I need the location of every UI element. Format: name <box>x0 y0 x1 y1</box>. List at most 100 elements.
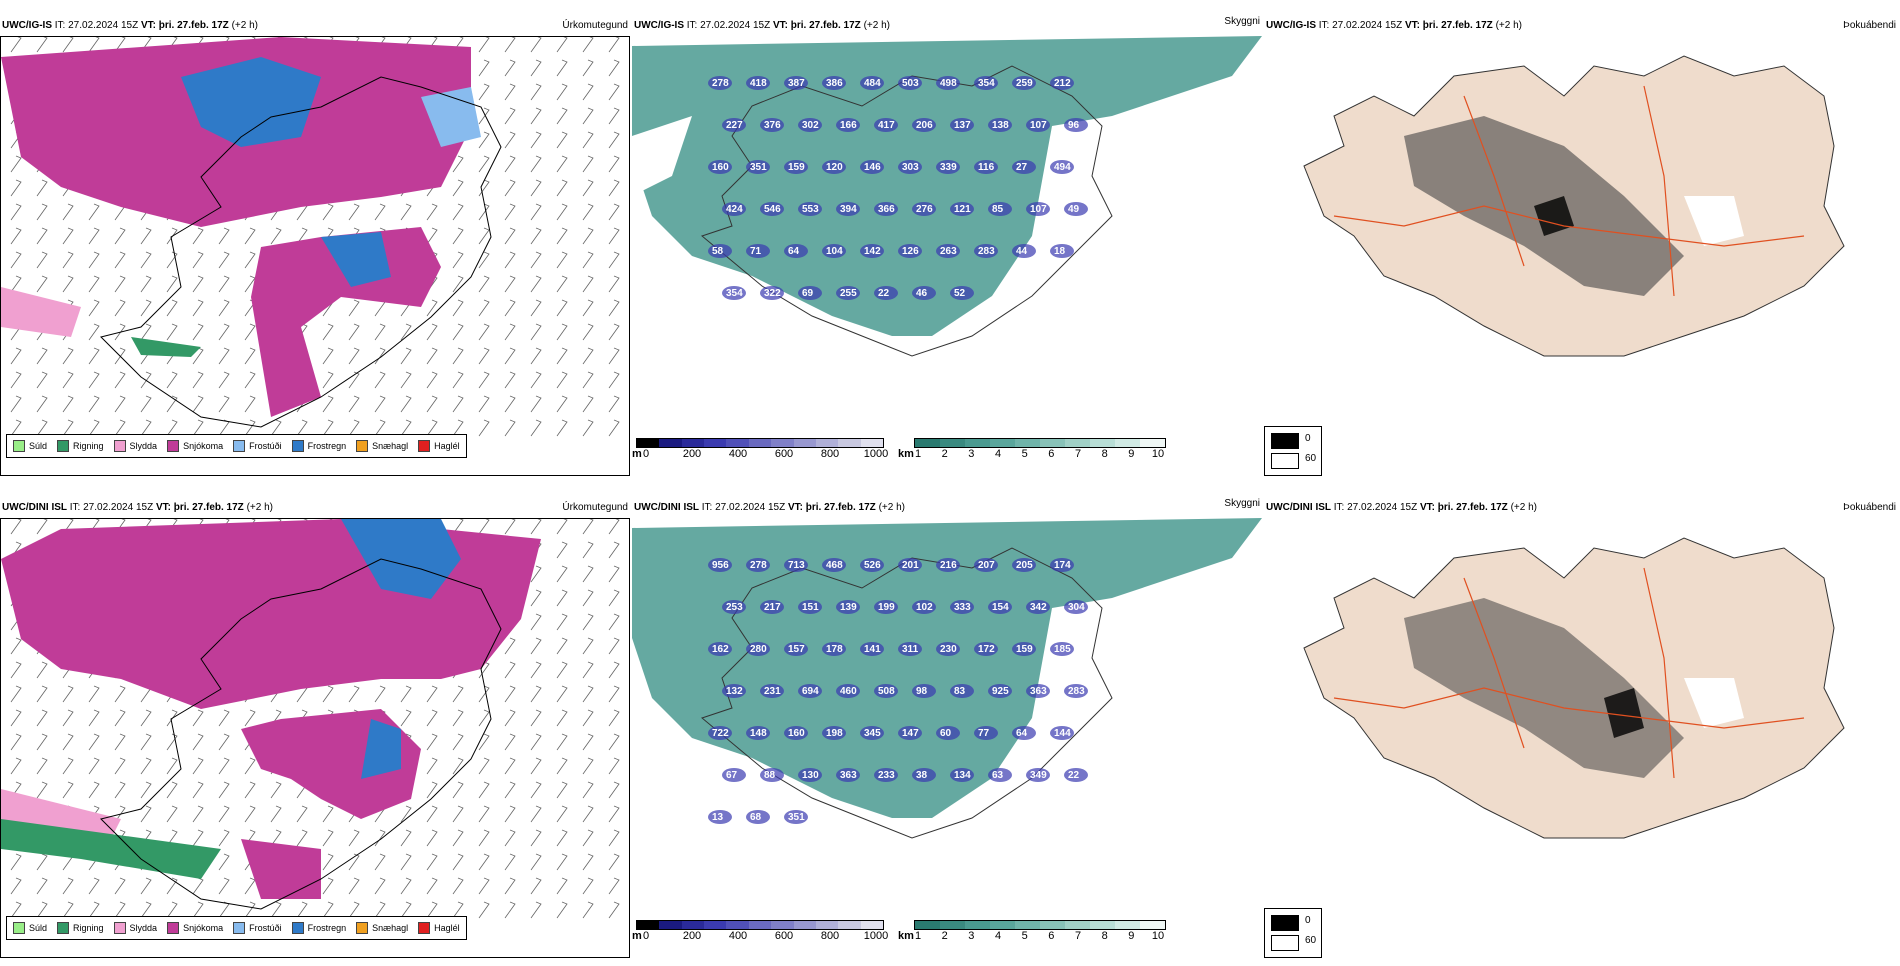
wind-barb <box>192 251 204 269</box>
wind-barb <box>582 395 594 413</box>
wind-barb <box>192 805 204 823</box>
visibility-map[interactable]: 956 278 713 468 526 201 216 207 205 174 253 217 151 1… <box>632 518 1262 958</box>
cloud-base-label: 107 <box>1030 120 1047 131</box>
cloud-base-label: 205 <box>1016 560 1033 571</box>
colorbar-segment <box>1090 921 1115 929</box>
wind-barb <box>348 829 360 847</box>
wind-barb <box>608 709 620 727</box>
wind-barb <box>556 805 568 823</box>
wind-barb <box>582 37 594 53</box>
vt-value: þri. 27.feb. 17Z <box>173 502 244 513</box>
legend-label: Snæhagl <box>372 441 409 451</box>
wind-barb <box>36 685 48 703</box>
legend-swatch <box>57 922 70 934</box>
wind-barb <box>478 519 490 535</box>
visibility-unit: km <box>898 930 914 942</box>
legend-swatch <box>356 440 369 452</box>
fog-index-map[interactable] <box>1264 36 1894 476</box>
wind-barb <box>88 419 100 437</box>
colorbar-tick-label: 600 <box>774 448 794 460</box>
wind-barb <box>608 565 620 583</box>
legend-item: Frostregn <box>291 440 346 452</box>
cloud-base-label: 120 <box>826 162 843 173</box>
wind-barb <box>10 275 22 293</box>
wind-barb <box>192 709 204 727</box>
wind-barb <box>452 781 464 799</box>
wind-barb <box>140 805 152 823</box>
cloud-base-label: 311 <box>902 644 919 655</box>
wind-barb <box>608 877 620 895</box>
wind-barb <box>556 59 568 77</box>
colorbar-tick-label: 5 <box>1021 930 1028 942</box>
wind-barb <box>400 395 412 413</box>
wind-barb <box>582 107 594 125</box>
wind-barb <box>374 347 386 365</box>
wind-barb <box>348 203 360 221</box>
wind-barb <box>88 323 100 341</box>
cloud-base-label: 199 <box>878 602 895 613</box>
cloud-base-label: 207 <box>978 560 995 571</box>
wind-barb <box>556 901 568 919</box>
colorbar-segment <box>1140 921 1165 929</box>
cloud-base-blob <box>798 118 822 132</box>
legend-swatch <box>57 440 70 452</box>
cloud-base-blob <box>974 726 998 740</box>
wind-barb <box>426 709 438 727</box>
colorbar-tick-label: 7 <box>1074 930 1082 942</box>
vt-value: þri. 27.feb. 17Z <box>1437 502 1508 513</box>
legend-label: Frostúði <box>249 923 282 933</box>
colorbar-segment <box>965 921 990 929</box>
fog-index-panel: UWC/DINI ISL IT: 27.02.2024 15Z VT: þri.… <box>1264 496 1900 966</box>
wind-barb <box>556 757 568 775</box>
visibility-map[interactable]: 278 418 387 386 484 503 498 354 259 212 227 376 302 1… <box>632 36 1262 476</box>
wind-barb <box>296 901 308 919</box>
wind-barb <box>400 347 412 365</box>
legend-item: Frostúði <box>233 440 282 452</box>
cloud-base-blob <box>912 118 936 132</box>
precip-map[interactable] <box>0 518 630 958</box>
wind-barb <box>504 853 516 871</box>
colorbar-tick-label: 2 <box>941 930 948 942</box>
wind-barb <box>62 709 74 727</box>
vt-value: þri. 27.feb. 17Z <box>158 20 229 31</box>
precip-map[interactable] <box>0 36 630 476</box>
wind-barb <box>192 781 204 799</box>
cloud-base-blob <box>860 642 884 656</box>
cloud-base-label: 77 <box>978 728 990 739</box>
wind-barb <box>88 37 100 53</box>
wind-barb <box>608 83 620 101</box>
wind-barb <box>608 179 620 197</box>
wind-barb <box>10 853 22 871</box>
panel-header: UWC/IG-IS IT: 27.02.2024 15Z VT: þri. 27… <box>1266 20 1896 34</box>
legend-label: Haglél <box>434 923 460 933</box>
fog-index-map[interactable] <box>1264 518 1894 958</box>
cloud-base-unit: m <box>632 930 642 942</box>
wind-barb <box>10 227 22 245</box>
wind-barb <box>348 685 360 703</box>
wind-barb <box>374 685 386 703</box>
wind-barb <box>582 877 594 895</box>
colorbar-segment <box>1015 439 1040 447</box>
wind-barb <box>192 227 204 245</box>
wind-barb <box>556 419 568 437</box>
wind-barb <box>348 299 360 317</box>
cloud-base-blob <box>898 76 922 90</box>
wind-barb <box>400 371 412 389</box>
cloud-base-label: 253 <box>726 602 743 613</box>
cloud-base-blob <box>912 768 936 782</box>
wind-barb <box>582 131 594 149</box>
wind-barb <box>608 395 620 413</box>
colorbar-segment <box>748 439 772 447</box>
wind-barb <box>530 275 542 293</box>
wind-barb <box>426 371 438 389</box>
cloud-base-blob <box>746 244 770 258</box>
wind-barb <box>478 83 490 101</box>
wind-barb <box>530 371 542 389</box>
cloud-base-blob <box>1064 118 1088 132</box>
wind-barb <box>374 901 386 919</box>
wind-barb <box>504 299 516 317</box>
wind-barb <box>530 107 542 125</box>
wind-barb <box>62 781 74 799</box>
colorbar-tick-label: 200 <box>682 448 702 460</box>
it-value: 27.02.2024 15Z <box>1332 20 1403 31</box>
